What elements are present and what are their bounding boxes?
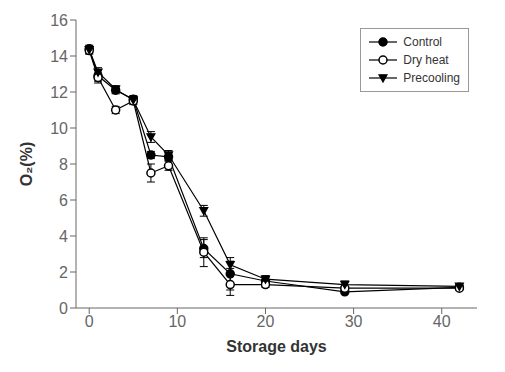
svg-text:10: 10 [50, 120, 68, 137]
svg-text:14: 14 [50, 48, 68, 65]
svg-text:6: 6 [59, 192, 68, 209]
svg-text:30: 30 [345, 313, 363, 330]
html-text:Control: Control [403, 35, 442, 49]
svg-text:16: 16 [50, 12, 68, 29]
html-text:Precooling: Precooling [403, 71, 460, 85]
html-text:Dry heat: Dry heat [403, 53, 449, 67]
svg-text:20: 20 [257, 313, 275, 330]
svg-text:4: 4 [59, 228, 68, 245]
svg-text:0: 0 [85, 313, 94, 330]
svg-text:10: 10 [168, 313, 186, 330]
svg-text:Storage days: Storage days [226, 338, 327, 355]
svg-text:2: 2 [59, 264, 68, 281]
svg-text:0: 0 [59, 300, 68, 317]
svg-text:O₂(%): O₂(%) [18, 142, 35, 186]
svg-text:12: 12 [50, 84, 68, 101]
svg-text:8: 8 [59, 156, 68, 173]
svg-text:40: 40 [433, 313, 451, 330]
